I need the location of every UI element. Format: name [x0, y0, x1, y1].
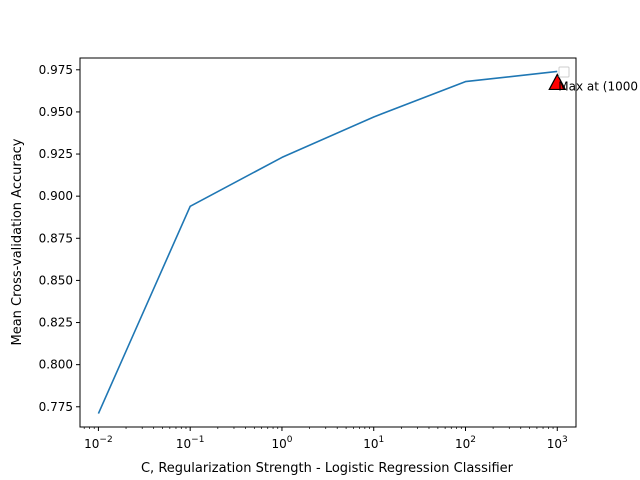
series: Max at (1000 [97, 66, 638, 414]
y-axis-label: Mean Cross-validation Accuracy [10, 138, 25, 345]
max-marker [548, 73, 567, 91]
x-tick-label: 100 [271, 435, 292, 451]
x-tick-label-base: 10 [271, 437, 286, 451]
x-tick-label-exponent: −2 [99, 435, 112, 445]
y-tick-label: 0.825 [39, 316, 73, 330]
y-tick-label: 0.975 [39, 63, 73, 77]
x-tick-label-exponent: 2 [470, 435, 476, 445]
x-tick-label: 102 [455, 435, 476, 451]
y-tick-label: 0.775 [39, 400, 73, 414]
x-tick-label: 10−1 [176, 435, 205, 451]
y-tick-label: 0.950 [39, 105, 73, 119]
y-tick-label: 0.875 [39, 231, 73, 245]
y-tick-label: 0.800 [39, 358, 73, 372]
x-tick-label-exponent: 0 [287, 435, 293, 445]
x-tick-label-base: 10 [455, 437, 470, 451]
x-tick-label: 103 [547, 435, 568, 451]
x-axis-label: C, Regularization Strength - Logistic Re… [141, 461, 514, 476]
x-tick-label: 101 [363, 435, 384, 451]
y-tick-label: 0.925 [39, 147, 73, 161]
y-tick-label: 0.900 [39, 189, 73, 203]
y-tick-label: 0.850 [39, 273, 73, 287]
series-line [97, 70, 558, 414]
x-tick-label-base: 10 [176, 437, 191, 451]
ticks: 10−2 10−1 100 101 102 1030.7750.8000.8250.850… [39, 63, 568, 451]
axes-frame [79, 57, 577, 428]
x-tick-label-exponent: −1 [191, 435, 204, 445]
x-tick-label-exponent: 3 [562, 435, 568, 445]
x-tick-label-base: 10 [363, 437, 378, 451]
x-tick-label-base: 10 [84, 437, 99, 451]
x-tick-label: 10−2 [84, 435, 113, 451]
legend-box [558, 66, 570, 78]
x-tick-label-base: 10 [547, 437, 562, 451]
max-annotation: Max at (1000 [558, 79, 638, 93]
x-tick-label-exponent: 1 [378, 435, 384, 445]
